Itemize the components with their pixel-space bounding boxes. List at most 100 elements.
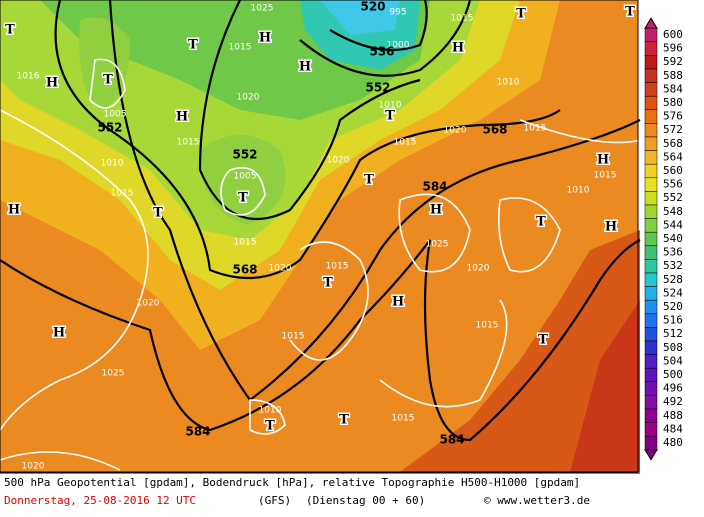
pressure-center: T (188, 38, 198, 53)
map-background (0, 0, 640, 472)
isobar-label: 1015 (524, 124, 547, 134)
map-labels: 1025 1015 1020 1015 1005 1010 1015 1005 1015 1020… (4, 0, 637, 472)
legend-swatch (644, 299, 658, 315)
pressure-center: H (53, 326, 65, 341)
isobar-label: 1020 (444, 126, 467, 136)
isobar-label: 1010 (101, 159, 124, 169)
geopotential-label: 552 (97, 121, 122, 135)
pressure-center: T (238, 191, 248, 206)
legend-label: 504 (663, 354, 683, 367)
legend-swatch (644, 109, 658, 124)
isobar-label: 1015 (234, 238, 257, 248)
pressure-center: T (625, 5, 635, 20)
legend-label: 564 (663, 150, 683, 163)
legend-label: 580 (663, 96, 683, 109)
color-legend: 6005965925885845805765725685645605565525… (644, 17, 683, 461)
pressure-center: H (597, 153, 609, 168)
legend-swatch (644, 95, 658, 111)
isobar-label: 1020 (467, 264, 490, 274)
pressure-center: T (385, 109, 395, 124)
isobar-label: 1005 (234, 172, 257, 182)
legend-label: 532 (663, 259, 683, 272)
legend-label: 484 (663, 422, 683, 435)
isobar-label: 1015 (229, 43, 252, 53)
isobar-label: 1020 (22, 462, 45, 472)
legend-arrow-top (644, 17, 658, 29)
isobar-label: 1010 (379, 101, 402, 111)
legend-label: 480 (663, 436, 683, 449)
geopotential-label: 568 (232, 263, 257, 277)
pressure-center: T (536, 215, 546, 230)
legend-swatch (644, 191, 658, 206)
isobar-label: 1020 (137, 299, 160, 309)
legend-label: 552 (663, 191, 683, 204)
legend-swatch (644, 55, 658, 70)
legend-swatch (644, 27, 658, 43)
isobar-label: 1005 (104, 110, 127, 120)
legend-label: 528 (663, 273, 683, 286)
legend-swatch (644, 150, 658, 165)
legend-label: 584 (663, 82, 683, 95)
isobar-label: 1000 (387, 41, 410, 51)
legend-label: 496 (663, 382, 683, 395)
geopotential-label: 552 (365, 81, 390, 95)
legend-label: 556 (663, 178, 683, 191)
pressure-center: T (538, 333, 548, 348)
pressure-center: H (605, 220, 617, 235)
footer-credit: © www.wetter3.de (484, 494, 590, 507)
legend-swatch (644, 354, 658, 369)
legend-swatch (644, 204, 658, 219)
geopotential-label: 552 (232, 148, 257, 162)
pressure-center: T (516, 7, 526, 22)
pressure-isobars (0, 58, 641, 471)
legend-swatch (644, 177, 658, 192)
isobar-label: 1020 (327, 156, 350, 166)
legend-swatch (644, 41, 658, 56)
legend-label: 500 (663, 368, 683, 381)
isobar-label: 1015 (282, 332, 305, 342)
legend-swatch (644, 272, 658, 287)
legend-swatch (644, 286, 658, 301)
isobar-label: 1025 (251, 4, 274, 14)
isobar-label: 1015 (476, 321, 499, 331)
isobar-label: 995 (389, 8, 406, 18)
pressure-center: H (259, 31, 271, 46)
geopotential-label: 568 (482, 123, 507, 137)
isobar-label: 1015 (326, 262, 349, 272)
legend-label: 600 (663, 28, 683, 41)
footer-description: 500 hPa Geopotential [gpdam], Bodendruck… (4, 476, 580, 489)
geopotential-label: 520 (360, 0, 385, 14)
legend-swatch (644, 408, 658, 423)
legend-swatch (644, 422, 658, 437)
pressure-center: H (430, 203, 442, 218)
isobar-label: 1010 (567, 186, 590, 196)
legend-swatch (644, 245, 658, 260)
legend-swatch (644, 163, 658, 179)
isobar-label: 1010 (497, 78, 520, 88)
legend-label: 540 (663, 232, 683, 245)
pressure-center: T (5, 23, 15, 38)
legend-label: 512 (663, 327, 683, 340)
isobar-label: 1025 (102, 369, 125, 379)
pressure-center: T (265, 419, 275, 434)
legend-swatch (644, 435, 658, 451)
isobar-label: 1015 (594, 171, 617, 181)
pressure-center: H (452, 41, 464, 56)
legend-swatch (644, 231, 658, 247)
geopotential-contours (0, 0, 641, 442)
pressure-center: T (153, 206, 163, 221)
isobar-label: 1020 (269, 264, 292, 274)
legend-label: 536 (663, 246, 683, 259)
isobar-label: 1020 (237, 93, 260, 103)
isobar-label: 1015 (111, 189, 134, 199)
legend-label: 588 (663, 69, 683, 82)
legend-label: 576 (663, 110, 683, 123)
legend-label: 524 (663, 286, 683, 299)
legend-swatch (644, 123, 658, 138)
legend-swatch (644, 218, 658, 233)
legend-swatch (644, 340, 658, 355)
legend-label: 516 (663, 314, 683, 327)
isobar-label: 1025 (426, 240, 449, 250)
legend-swatch (644, 259, 658, 274)
